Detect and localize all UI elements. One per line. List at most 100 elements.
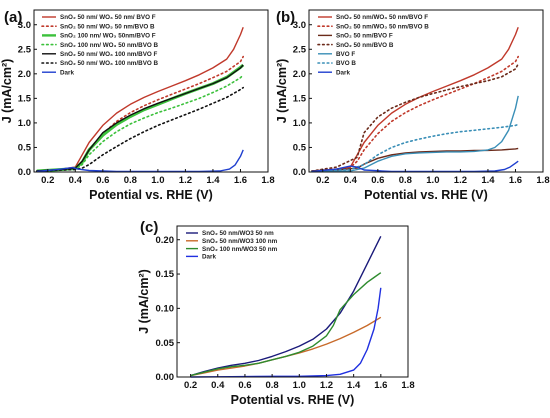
panel-label: (b) [276,9,295,26]
y-tick-label: 2.0 [293,69,306,80]
x-tick-label: 0.4 [69,175,83,186]
series-line-5 [35,86,244,172]
y-tick-label: 1.5 [18,94,32,105]
series-line-2 [36,63,245,173]
series-line-4 [311,95,519,173]
legend-entry-3: SnO₂ 50 nm/BVO B [336,42,394,49]
legend-entry-0: SnO₂ 50 nm/WO3 50 nm [202,230,274,237]
series-line-0 [36,26,244,172]
series-line-1 [190,316,382,377]
y-tick-label: 3.0 [293,20,306,31]
panel-c: (c) 0.2 0.4 0.6 0.8 1.0 1.2 1.4 1.6 1.8 0.00 0.05 0.… [137,219,415,407]
y-tick-label: 0.0 [18,167,31,178]
x-tick-label: 0.6 [238,380,251,391]
x-tick-label: 0.4 [344,175,358,186]
plot-frame [33,9,269,173]
x-tick-label: 1.2 [320,380,333,391]
series-line-2 [190,272,382,377]
legend-entry-6: Dark [336,69,350,76]
legend: SnO₂ 50 nm/ WO₃ 50 nm/ BVO F SnO₂ 50 nm/ … [41,14,159,76]
series-group [310,26,520,173]
legend-entry-2: SnO₂ 100 nm/ WO₃ 50nm/BVO F [60,33,156,40]
legend-entry-6: Dark [60,69,74,76]
legend-entry-1: SnO₂ 50 nm/WO₃ 50 nm/BVO B [336,23,429,30]
y-tick-label: 1.0 [18,118,31,129]
series-line-3 [35,74,244,172]
x-tick-label: 1.8 [401,380,414,391]
y-tick-label: 0.5 [293,143,307,154]
y-tick-label: 1.0 [293,118,306,129]
legend-entry-2: SnO₂ 100 nm/WO3 50 nm [202,246,278,253]
panel-label: (a) [4,9,22,26]
legend: SnO₂ 50 nm/WO₃ 50 nm/BVO F SnO₂ 50 nm/WO₃… [317,14,429,76]
y-tick-label: 2.5 [293,44,307,55]
x-tick-label: 0.2 [316,175,329,186]
panel-a: (a) 0.2 0.4 0.6 0.8 1.0 1.2 1.4 1.6 1.8 0.0 0.5 1.0 1… [0,9,275,202]
y-tick-label: 2.0 [18,69,31,80]
x-tick-label: 1.8 [536,175,549,186]
x-tick-label: 1.2 [454,175,467,186]
series-line-3 [190,287,382,378]
legend-entry-3: SnO₂ 100 nm/ WO₃ 50 nm/BVO B [60,42,159,49]
x-tick-label: 0.4 [211,380,225,391]
series-line-4 [36,64,244,172]
legend-entry-1: SnO₂ 50 nm/ WO₃ 50 nm/BVO B [60,23,155,30]
series-line-6 [36,149,244,173]
y-tick-label: 0.00 [156,372,175,383]
legend-entry-0: SnO₂ 50 nm/WO₃ 50 nm/BVO F [336,14,428,21]
series-group [190,235,382,378]
x-tick-label: 1.4 [206,175,220,186]
panel-label: (c) [140,219,158,236]
y-tick-label: 0.0 [293,167,306,178]
x-tick-label: 0.8 [399,175,412,186]
legend-entry-1: SnO₂ 50 nm/WO3 100 nm [202,238,278,245]
series-line-5 [310,123,520,173]
x-tick-label: 1.6 [234,175,247,186]
x-tick-label: 1.0 [426,175,439,186]
x-axis-label: Potential vs. RHE (V) [89,188,213,202]
y-axis-label: J (mA/cm²) [0,59,14,124]
x-axis-label: Potential vs. RHE (V) [231,393,355,407]
series-line-1 [310,55,520,172]
legend-entry-5: SnO₂ 50 nm/ WO₃ 100 nm/BVO B [60,60,159,67]
y-tick-label: 2.5 [18,44,32,55]
series-line-3 [310,63,520,172]
y-tick-label: 0.15 [156,269,175,280]
y-tick-label: 0.10 [156,304,175,315]
x-axis-label: Potential vs. RHE (V) [364,188,488,202]
x-tick-label: 1.6 [374,380,387,391]
x-tick-label: 0.2 [184,380,197,391]
y-axis-label: J (mA/cm²) [137,269,151,334]
x-tick-label: 0.6 [96,175,109,186]
x-tick-label: 0.8 [124,175,137,186]
x-tick-label: 0.8 [266,380,279,391]
y-axis-label: J (mA/cm²) [275,59,289,124]
legend-entry-0: SnO₂ 50 nm/ WO₃ 50 nm/ BVO F [60,14,156,21]
panel-b: (b) 0.2 0.4 0.6 0.8 1.0 1.2 1.4 1.6 1.8 0.0 0.5 1.0 1… [275,9,550,202]
plot-frame [176,225,409,378]
series-line-0 [311,26,519,172]
x-tick-label: 1.2 [179,175,192,186]
x-tick-label: 1.6 [509,175,522,186]
x-tick-label: 1.0 [293,380,306,391]
x-tick-label: 1.8 [261,175,274,186]
plot-frame [308,9,544,173]
y-tick-label: 3.0 [18,20,31,31]
legend-entry-4: BVO F [336,51,355,58]
x-tick-label: 1.4 [481,175,495,186]
series-group [35,26,245,173]
legend-entry-5: BVO B [336,60,356,67]
legend-entry-3: Dark [202,254,216,261]
legend-entry-4: SnO₂ 50 nm/ WO₃ 100 nm/BVO F [60,51,158,58]
x-tick-label: 1.0 [151,175,164,186]
legend-entry-2: SnO₂ 50 nm/BVO F [336,33,393,40]
series-line-2 [311,147,519,172]
series-line-1 [35,55,244,172]
y-tick-label: 0.05 [156,338,175,349]
y-tick-label: 0.20 [156,235,175,246]
x-tick-label: 1.4 [347,380,361,391]
x-tick-label: 0.2 [41,175,54,186]
series-line-0 [190,235,382,377]
